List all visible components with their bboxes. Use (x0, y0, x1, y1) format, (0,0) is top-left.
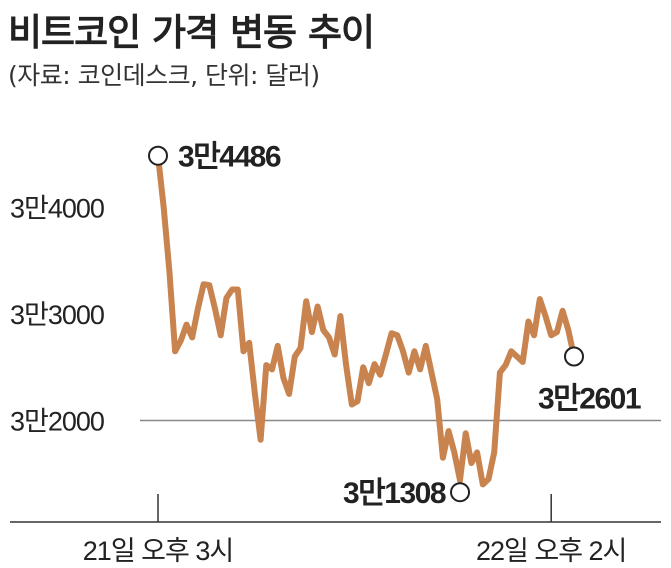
annotation-marker (564, 346, 584, 367)
price-line (155, 152, 577, 488)
chart-baseline (10, 419, 661, 523)
x-axis: 21일 오후 3시 22일 오후 2시 (83, 494, 627, 566)
annotation-label: 3만1308 (343, 477, 446, 510)
annotation-marker (450, 482, 471, 503)
price-series (155, 152, 577, 488)
annotation-label: 3만2601 (538, 382, 641, 415)
annotation-label: 3만4486 (178, 141, 281, 174)
annotation-marker (148, 145, 168, 166)
y-tick-label: 3만3000 (10, 300, 104, 330)
y-tick-label: 3만4000 (10, 194, 104, 224)
y-axis: 3만2000 3만3000 3만4000 (10, 194, 105, 437)
chart-subtitle: (자료: 코인데스크, 단위: 달러) (8, 61, 320, 90)
y-tick-label: 3만2000 (10, 407, 104, 437)
price-annotations: 3만4486 3만1308 3만2601 (148, 141, 642, 510)
chart-title: 비트코인 가격 변동 추이 (8, 11, 375, 54)
x-tick-label: 22일 오후 2시 (476, 536, 626, 566)
x-tick-label: 21일 오후 3시 (83, 536, 233, 566)
